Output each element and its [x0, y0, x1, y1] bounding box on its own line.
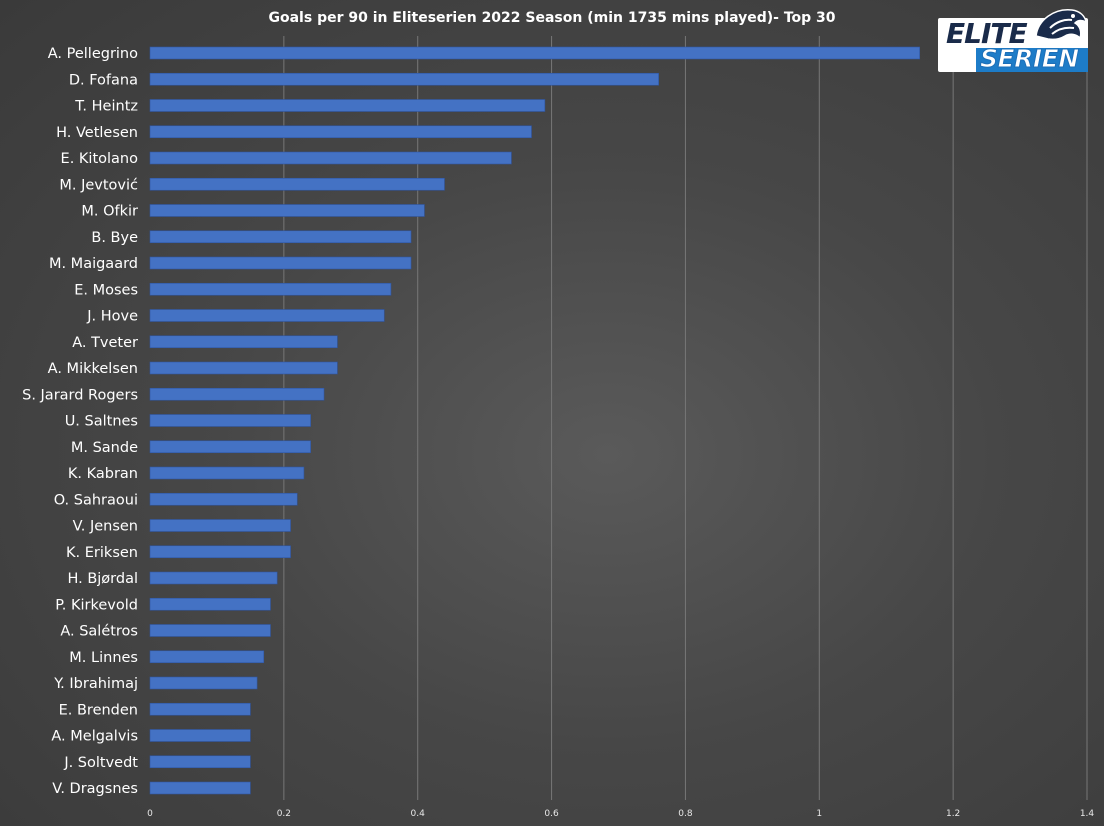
x-tick-label: 0	[147, 809, 153, 819]
bar	[149, 177, 445, 191]
x-tick-label: 1	[816, 809, 822, 819]
bar	[149, 676, 258, 690]
category-label: J. Soltvedt	[63, 755, 138, 771]
bar	[149, 492, 298, 506]
category-label: A. Pellegrino	[48, 46, 138, 62]
bar	[149, 282, 392, 296]
logo-text-serien: SERIEN	[980, 44, 1080, 73]
grid-layer	[283, 36, 1088, 800]
logo-serien-band	[976, 48, 1088, 72]
category-label: J. Hove	[86, 309, 138, 325]
x-tick-label: 0.6	[544, 809, 559, 819]
category-label: E. Brenden	[59, 702, 138, 718]
bar	[149, 256, 412, 270]
bar	[149, 151, 512, 165]
category-label-layer: A. Pellegrino D. Fofana T. Heintz H. Vetles…	[22, 46, 138, 797]
bar	[149, 387, 325, 401]
bar	[149, 230, 412, 244]
bar	[149, 46, 920, 60]
logo-text-elite: ELITE	[946, 17, 1028, 50]
bar	[149, 414, 311, 427]
category-label: P. Kirkevold	[55, 597, 138, 613]
bar	[149, 702, 251, 716]
bar	[149, 519, 291, 532]
bar-layer	[149, 46, 920, 795]
category-label: A. Mikkelsen	[48, 361, 138, 377]
x-tick-label: 0.4	[411, 809, 426, 819]
category-label: T. Heintz	[74, 99, 138, 115]
category-label: M. Sande	[71, 440, 138, 456]
chart-title: Goals per 90 in Eliteserien 2022 Season …	[269, 10, 836, 26]
category-label: E. Moses	[74, 282, 138, 298]
category-label: O. Sahraoui	[54, 492, 138, 508]
category-label: D. Fofana	[69, 72, 138, 88]
x-tick-label: 1.4	[1080, 809, 1095, 819]
bar	[149, 72, 659, 86]
category-label: A. Tveter	[72, 335, 138, 351]
category-label: Y. Ibrahimaj	[53, 676, 138, 692]
bar	[149, 571, 278, 585]
bar	[149, 650, 265, 664]
category-label: B. Bye	[91, 230, 138, 246]
category-label: M. Maigaard	[49, 256, 138, 272]
category-label: V. Jensen	[73, 519, 138, 535]
bar	[149, 597, 271, 611]
category-label: U. Saltnes	[65, 414, 138, 430]
category-label: K. Kabran	[68, 466, 138, 482]
category-label: H. Bjørdal	[67, 571, 138, 587]
category-label: M. Ofkir	[81, 204, 138, 220]
bar	[149, 545, 291, 559]
bar	[149, 125, 532, 139]
bar	[149, 624, 271, 637]
bar	[149, 729, 251, 742]
x-tick-label: 1.2	[946, 809, 960, 819]
lion-head-icon	[1035, 9, 1087, 41]
bar	[149, 755, 251, 769]
bar	[149, 440, 311, 454]
category-label: H. Vetlesen	[56, 125, 138, 141]
category-label: K. Eriksen	[66, 545, 138, 561]
category-label: E. Kitolano	[61, 151, 139, 167]
x-tick-label: 0.8	[678, 809, 693, 819]
bar	[149, 309, 385, 322]
bar	[149, 99, 546, 112]
bar	[149, 335, 338, 349]
bar	[149, 466, 305, 480]
eliteserien-logo: ELITE SERIEN	[932, 6, 1098, 73]
x-tick-label: 0.2	[277, 809, 291, 819]
bar	[149, 781, 251, 795]
x-axis-tick-layer: 0 0.2 0.4 0.6 0.8 1 1.2 1.4	[147, 809, 1094, 819]
category-label: M. Linnes	[69, 650, 138, 666]
bar	[149, 204, 425, 217]
category-label: A. Salétros	[60, 624, 138, 640]
category-label: M. Jevtović	[59, 177, 138, 193]
category-label: A. Melgalvis	[51, 729, 138, 745]
category-label: S. Jarard Rogers	[22, 387, 138, 403]
category-label: V. Dragsnes	[52, 781, 138, 797]
bar	[149, 361, 338, 375]
